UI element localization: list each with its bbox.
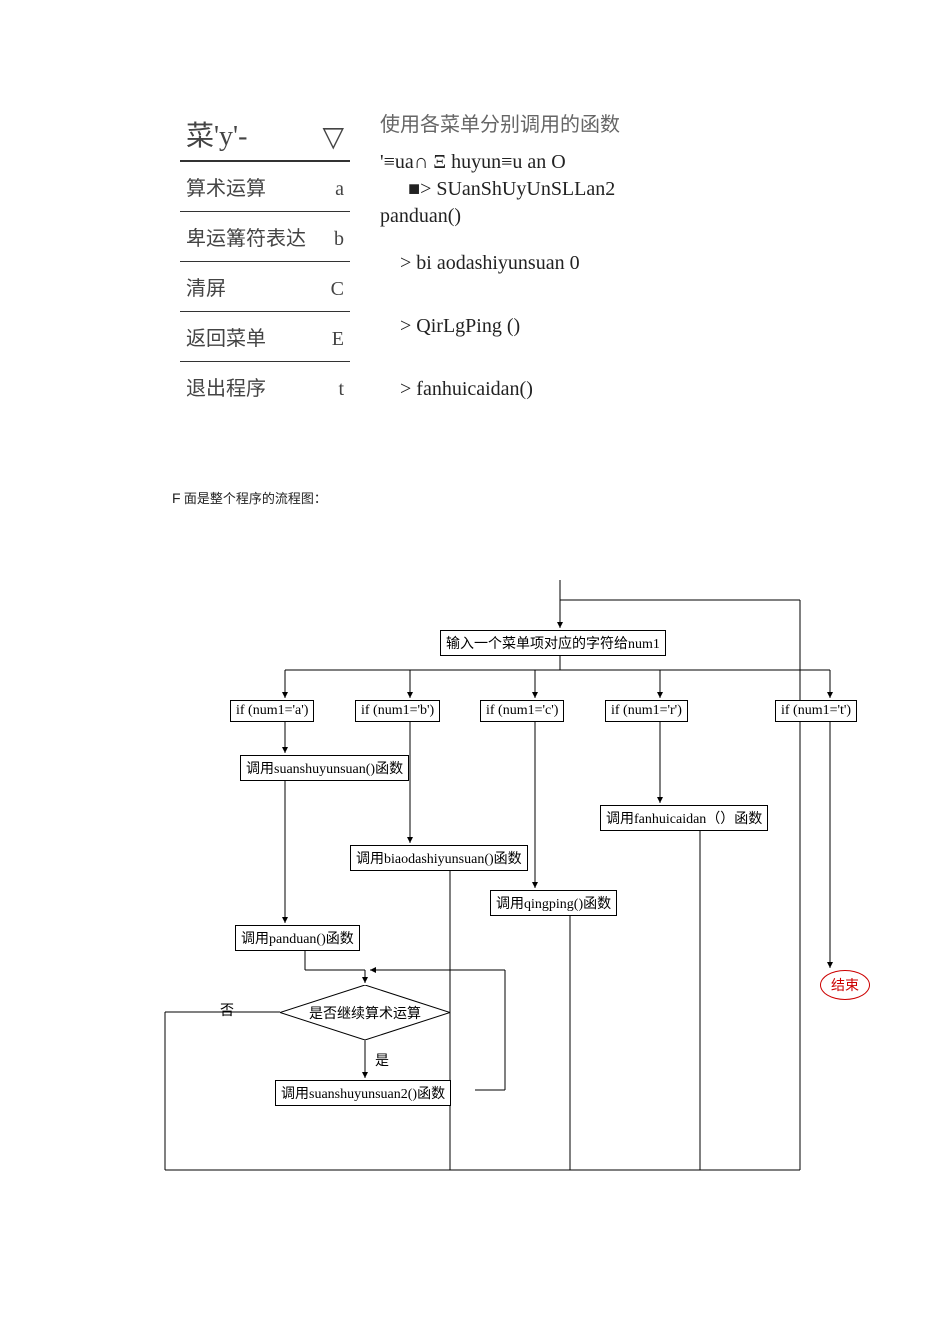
menu-row-key: b xyxy=(316,212,350,262)
node-input: 输入一个菜单项对应的字符给num1 xyxy=(440,630,666,656)
end-text: 结束 xyxy=(831,975,859,995)
menu-row-key: E xyxy=(316,312,350,362)
node-decision: 是否继续算术运算 xyxy=(280,985,450,1040)
fn-line: '≡ua∩ Ξ huyun≡u an O xyxy=(380,151,760,174)
fn-line: panduan() xyxy=(380,205,760,228)
node-call-c: 调用qingping()函数 xyxy=(490,890,617,916)
menu-row-label: 算术运算 xyxy=(180,161,316,212)
menu-row-label: 卑运篝符表达 xyxy=(180,212,316,262)
caption-text: 面是整个程序的流程图： xyxy=(181,491,327,506)
menu-row-key: C xyxy=(316,262,350,312)
menu-row-key: t xyxy=(316,362,350,412)
node-panduan: 调用panduan()函数 xyxy=(235,925,360,951)
node-if-c: if (num1='c') xyxy=(480,700,564,722)
node-end: 结束 xyxy=(820,970,870,1000)
menu-header-left: 菜'y'- xyxy=(180,110,316,161)
node-call-a: 调用suanshuyunsuan()函数 xyxy=(240,755,409,781)
menu-header-right: ▽ xyxy=(316,110,350,161)
node-if-r: if (num1='r') xyxy=(605,700,688,722)
menu-table: 菜'y'- ▽ 算术运算 a 卑运篝符表达 b 清屏 C 返回菜单 E 退出程序… xyxy=(180,110,350,411)
node-if-t: if (num1='t') xyxy=(775,700,857,722)
label-yes: 是 xyxy=(375,1050,389,1070)
node-if-b: if (num1='b') xyxy=(355,700,440,722)
menu-row-label: 清屏 xyxy=(180,262,316,312)
label-no: 否 xyxy=(220,1000,234,1020)
fn-line: > fanhuicaidan() xyxy=(400,378,760,401)
decision-text: 是否继续算术运算 xyxy=(309,1003,421,1023)
fn-line: > bi aodashiyunsuan 0 xyxy=(400,252,760,275)
flowchart: 输入一个菜单项对应的字符给num1 if (num1='a') if (num1… xyxy=(160,570,905,1210)
functions-title: 使用各菜单分别调用的函数 xyxy=(380,108,760,137)
fn-line: ■> SUanShUyUnSLLan2 xyxy=(408,178,760,201)
menu-row-label: 返回菜单 xyxy=(180,312,316,362)
node-call-b: 调用biaodashiyunsuan()函数 xyxy=(350,845,528,871)
flowchart-caption: F 面是整个程序的流程图： xyxy=(172,488,327,507)
node-call-r: 调用fanhuicaidan（）函数 xyxy=(600,805,768,831)
fn-line: > QirLgPing () xyxy=(400,315,760,338)
node-call-a2: 调用suanshuyunsuan2()函数 xyxy=(275,1080,451,1106)
menu-row-label: 退出程序 xyxy=(180,362,316,412)
caption-prefix: F xyxy=(172,490,181,506)
menu-row-key: a xyxy=(316,161,350,212)
node-if-a: if (num1='a') xyxy=(230,700,314,722)
